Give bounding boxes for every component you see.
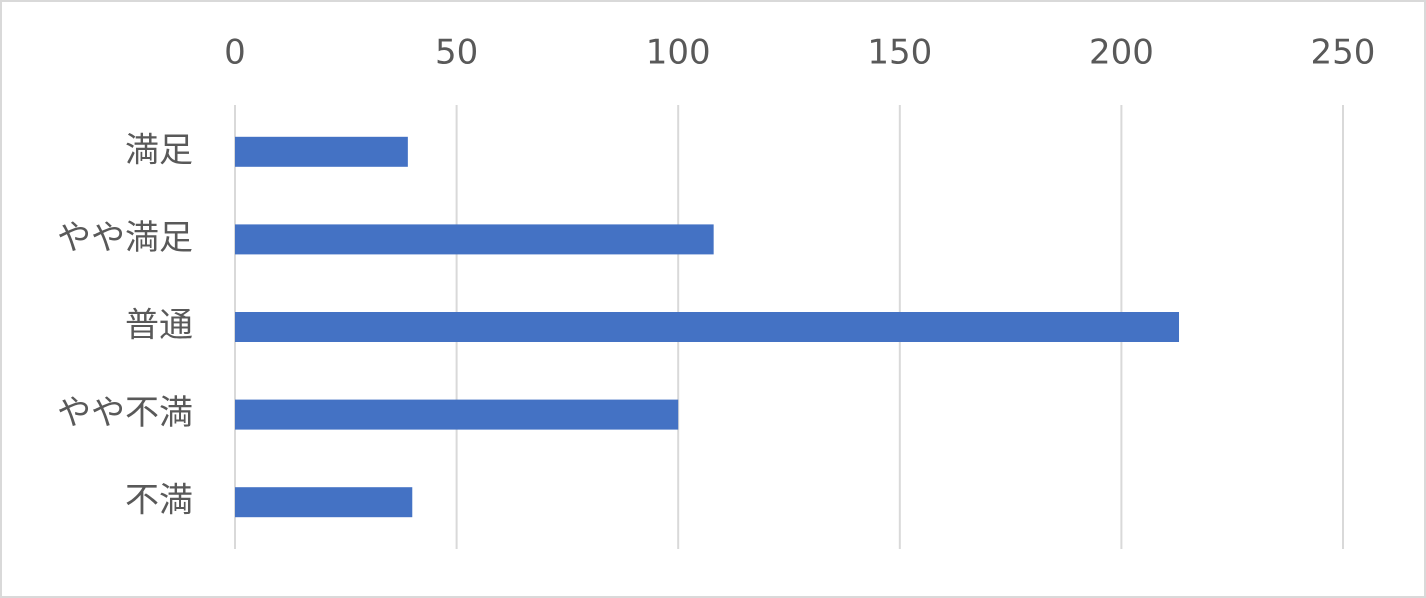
bar <box>235 399 679 430</box>
x-tick-label: 100 <box>646 33 711 73</box>
x-tick-label: 150 <box>867 33 932 73</box>
x-tick-label: 0 <box>224 33 246 73</box>
bar <box>235 487 413 518</box>
x-tick-label: 50 <box>435 33 478 73</box>
bar <box>235 224 714 255</box>
x-tick-label: 250 <box>1311 33 1376 73</box>
x-tick-label: 200 <box>1089 33 1154 73</box>
y-tick-label: やや満足 <box>57 218 193 258</box>
y-tick-label: 普通 <box>125 306 193 346</box>
bar <box>235 312 1180 342</box>
y-tick-label: やや不満 <box>57 393 193 433</box>
bar <box>235 136 408 167</box>
y-tick-label: 満足 <box>125 130 193 170</box>
y-tick-label: 不満 <box>125 481 193 521</box>
